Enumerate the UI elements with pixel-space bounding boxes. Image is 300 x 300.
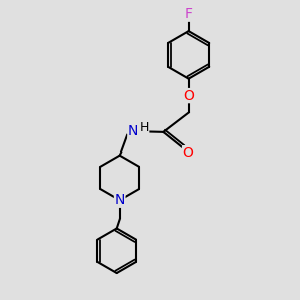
Text: H: H: [140, 121, 149, 134]
Text: O: O: [183, 88, 194, 103]
Text: F: F: [184, 7, 193, 21]
Text: O: O: [183, 146, 194, 160]
Text: N: N: [128, 124, 138, 138]
Text: N: N: [115, 193, 125, 207]
